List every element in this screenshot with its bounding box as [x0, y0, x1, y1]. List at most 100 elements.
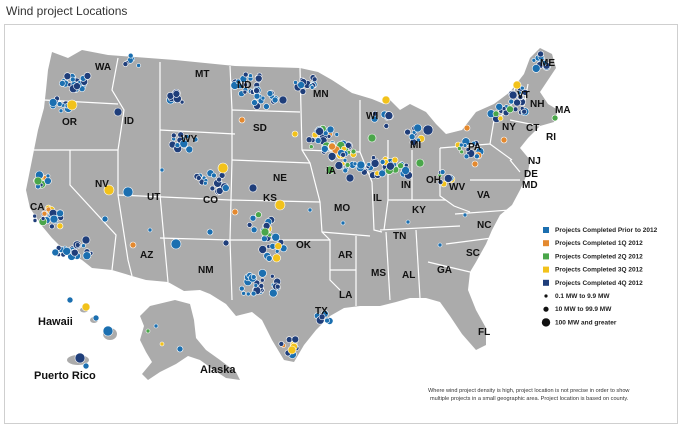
project-dot [209, 185, 216, 192]
legend-swatch [543, 253, 549, 260]
project-dot [217, 162, 229, 174]
state-label-nc: NC [477, 220, 491, 231]
project-dot [370, 159, 380, 168]
project-dot [55, 245, 62, 251]
project-dot [246, 222, 253, 228]
project-dot [171, 132, 177, 139]
project-dot [92, 314, 100, 322]
legend-swatch [543, 279, 549, 286]
project-dot [415, 137, 421, 143]
project-dot [519, 85, 525, 91]
project-dot [239, 285, 245, 292]
state-label-fl: FL [478, 327, 490, 338]
project-dot [249, 214, 257, 222]
project-dot [271, 96, 279, 104]
project-dot [250, 290, 257, 297]
project-dot [196, 175, 202, 181]
project-dot [174, 142, 181, 148]
project-dot [63, 72, 72, 80]
state-label-ky: KY [412, 205, 426, 216]
project-dot [297, 81, 305, 89]
project-dot [439, 169, 446, 175]
project-dot [32, 218, 38, 223]
project-dot [266, 90, 274, 97]
state-label-or: OR [62, 117, 78, 128]
project-dot [471, 140, 477, 146]
project-dot [291, 335, 300, 344]
project-dot [308, 144, 314, 149]
project-dot [379, 159, 386, 165]
project-dot [350, 148, 357, 155]
legend-label: Projects Completed 3Q 2012 [555, 267, 643, 274]
project-dot [122, 186, 134, 198]
project-dot [248, 73, 253, 78]
project-dot [250, 226, 258, 234]
project-dot [371, 155, 376, 160]
state-label-co: CO [203, 195, 218, 206]
project-dot [463, 153, 470, 160]
project-dot [51, 248, 60, 257]
project-dot [386, 161, 395, 171]
state-label-va: VA [477, 190, 490, 201]
project-dot [203, 180, 208, 186]
project-dot [508, 98, 515, 105]
state-label-wi: WI [366, 111, 378, 122]
project-dot [261, 235, 268, 242]
project-dot [531, 64, 541, 73]
project-dot [81, 302, 91, 312]
project-dot [206, 228, 214, 236]
project-dot [356, 160, 366, 170]
project-dot [242, 89, 248, 95]
project-dot [334, 161, 344, 170]
project-dot [250, 274, 257, 280]
project-dot [463, 124, 471, 132]
project-dot [291, 130, 299, 138]
state-label-mi: MI [410, 140, 421, 151]
project-dot [263, 103, 270, 110]
state-label-wa: WA [95, 62, 111, 73]
project-dot [170, 238, 182, 250]
project-dot [327, 152, 337, 161]
project-dot [246, 291, 251, 297]
page-title: Wind project Locations [6, 4, 128, 18]
project-dot [185, 145, 194, 154]
project-dot [172, 90, 181, 98]
project-dot [159, 341, 165, 347]
project-dot [307, 207, 313, 213]
project-dot [241, 291, 246, 296]
project-dot [44, 177, 52, 185]
project-dot [340, 152, 346, 158]
project-dot [260, 227, 270, 237]
project-dot [184, 134, 190, 139]
state-label-in: IN [401, 180, 411, 191]
project-dot [255, 211, 262, 218]
project-dot [305, 136, 313, 143]
project-dot [326, 134, 332, 139]
project-dot [383, 123, 390, 129]
project-dot [551, 114, 559, 122]
project-dot [66, 99, 78, 111]
project-dot [136, 63, 141, 68]
project-dot [70, 76, 76, 83]
legend-size-dot [541, 318, 551, 327]
project-dot [325, 165, 335, 175]
state-label-nv: NV [95, 179, 109, 190]
project-dot [253, 87, 260, 94]
state-label-nd: ND [237, 80, 251, 91]
project-dot [48, 98, 58, 107]
project-dot [62, 247, 71, 256]
project-dot [83, 72, 92, 80]
state-label-ar: AR [338, 250, 353, 261]
project-dot [56, 101, 63, 107]
project-dot [268, 288, 278, 298]
project-dot [269, 273, 275, 279]
region-label-puerto-rico: Puerto Rico [34, 370, 96, 382]
project-dot [40, 216, 46, 221]
project-dot [437, 242, 443, 248]
project-dot [258, 268, 267, 278]
state-label-tx: TX [315, 306, 328, 317]
state-label-sc: SC [466, 248, 480, 259]
project-dot [113, 107, 123, 117]
project-dot [299, 88, 307, 95]
legend: Projects Completed Prior to 2012 Projects… [541, 227, 658, 327]
